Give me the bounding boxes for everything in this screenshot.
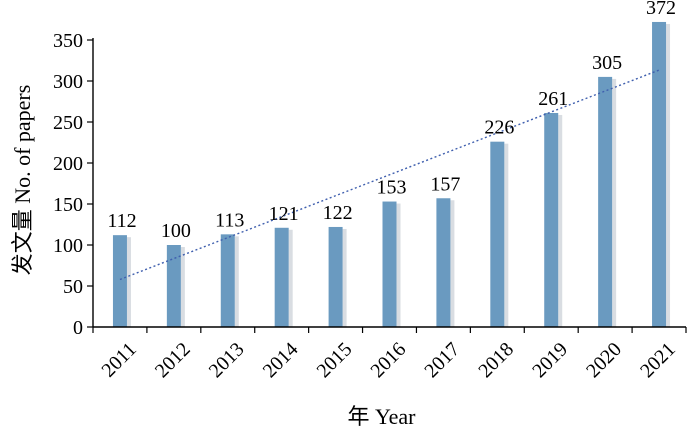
y-tick-label-50: 50 bbox=[63, 276, 83, 298]
bar-shadow-2021 bbox=[666, 23, 671, 328]
trendline bbox=[119, 69, 660, 281]
bar-2015 bbox=[328, 226, 343, 327]
x-tick-label-2019: 2019 bbox=[528, 338, 572, 382]
bar-2020 bbox=[598, 76, 613, 328]
data-label-2015: 122 bbox=[323, 202, 353, 224]
bar-2019 bbox=[544, 112, 559, 327]
bar-2018 bbox=[490, 141, 505, 327]
y-tick-label-0: 0 bbox=[73, 317, 83, 339]
bar-shadow-2012 bbox=[180, 247, 185, 327]
bar-2017 bbox=[436, 198, 451, 327]
y-ticks-layer: 0 50 100 150 200 250 300 350 bbox=[53, 30, 93, 339]
data-label-2013: 113 bbox=[215, 209, 244, 231]
bar-shadow-2019 bbox=[558, 114, 563, 327]
bar-shadow-2017 bbox=[450, 200, 455, 327]
x-tick-label-2011: 2011 bbox=[97, 338, 140, 381]
x-tick-label-2016: 2016 bbox=[367, 338, 411, 382]
data-label-2017: 157 bbox=[430, 173, 460, 195]
y-tick-label-250: 250 bbox=[53, 112, 83, 134]
x-axis-title: 年 Year bbox=[347, 404, 416, 429]
data-label-2018: 226 bbox=[484, 117, 514, 139]
x-ticks-layer: 2011 2012 2013 2014 2015 2016 2017 2018 2019 2020… bbox=[92, 327, 687, 382]
x-tick-label-2017: 2017 bbox=[420, 338, 464, 382]
bar-2021 bbox=[652, 21, 667, 328]
data-label-2011: 112 bbox=[107, 210, 136, 232]
data-label-2021: 372 bbox=[646, 0, 676, 19]
data-label-2016: 153 bbox=[377, 177, 407, 199]
bar-2012 bbox=[166, 245, 181, 327]
bar-2011 bbox=[112, 235, 127, 327]
y-tick-label-150: 150 bbox=[53, 194, 83, 216]
bar-shadow-2016 bbox=[396, 203, 401, 327]
x-tick-label-2013: 2013 bbox=[205, 338, 249, 382]
x-tick-label-2015: 2015 bbox=[313, 338, 357, 382]
bar-2013 bbox=[220, 234, 235, 327]
y-tick-label-100: 100 bbox=[53, 235, 83, 257]
data-label-2014: 121 bbox=[269, 203, 299, 225]
trendline-layer bbox=[119, 69, 660, 281]
x-tick-label-2012: 2012 bbox=[151, 338, 195, 382]
bar-shadow-2013 bbox=[234, 236, 239, 327]
bar-shadow-2018 bbox=[504, 143, 509, 327]
data-label-2012: 100 bbox=[161, 220, 191, 242]
x-tick-label-2018: 2018 bbox=[474, 338, 518, 382]
bar-shadow-2014 bbox=[288, 229, 293, 327]
y-tick-label-300: 300 bbox=[53, 71, 83, 93]
axes-layer bbox=[92, 38, 686, 328]
bar-shadow-2011 bbox=[126, 237, 131, 327]
bar-2016 bbox=[382, 201, 397, 327]
bar-shadow-2020 bbox=[612, 78, 617, 328]
y-axis-title: 发文量 No. of papers bbox=[10, 85, 35, 276]
data-label-2020: 305 bbox=[592, 52, 622, 74]
x-tick-label-2014: 2014 bbox=[259, 338, 303, 382]
bar-2014 bbox=[274, 227, 289, 327]
x-tick-label-2020: 2020 bbox=[582, 338, 626, 382]
data-label-2019: 261 bbox=[538, 88, 568, 110]
x-tick-label-2021: 2021 bbox=[636, 338, 680, 382]
y-tick-label-200: 200 bbox=[53, 153, 83, 175]
bar-shadow-2015 bbox=[342, 228, 347, 327]
data-labels-layer: 112 100 113 121 122 153 157 226 261 305 372 bbox=[107, 0, 676, 242]
bars-layer bbox=[112, 21, 671, 328]
y-tick-label-350: 350 bbox=[53, 30, 83, 52]
